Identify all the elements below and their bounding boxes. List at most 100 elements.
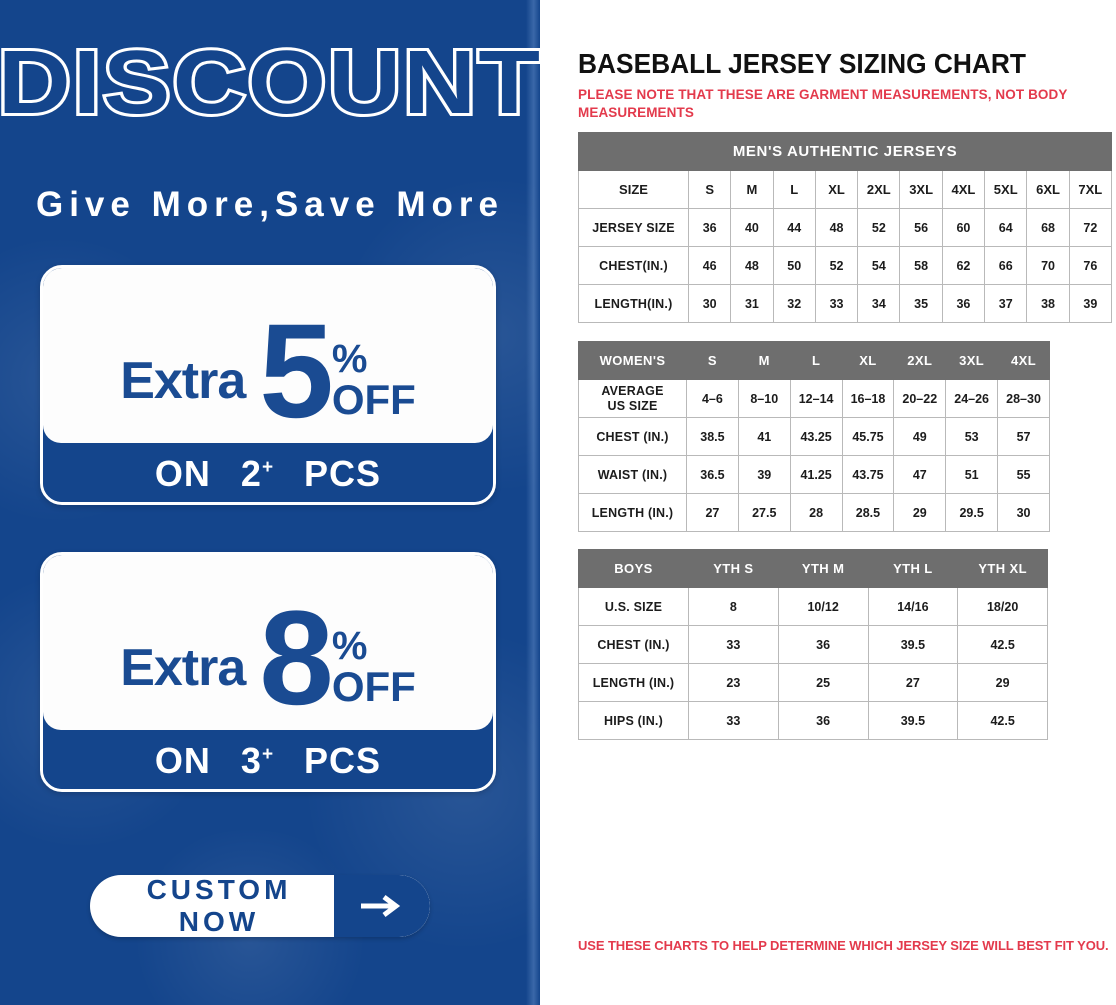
table-row: CHEST (IN.) 38.5 41 43.25 45.75 49 53 57: [578, 417, 1050, 456]
offer-extra-label: Extra: [120, 638, 246, 697]
measurement-cell: 39: [737, 455, 791, 494]
table-womens: WOMEN'S S M L XL 2XL 3XL 4XL AVERAGE US SIZE 4–6 8–…: [578, 341, 1050, 532]
measurement-cell: 68: [1026, 208, 1070, 247]
measurement-cell: 53: [945, 417, 999, 456]
column-header-size: YTH XL: [957, 549, 1048, 588]
table-row: LENGTH(IN.) 30 31 32 33 34 35 36 37 38 39: [578, 284, 1113, 323]
measurement-cell: 38: [1026, 284, 1070, 323]
measurement-cell: 29.5: [945, 493, 999, 532]
row-label: LENGTH (IN.): [578, 663, 689, 702]
offer-condition-superscript: +: [261, 457, 275, 478]
column-header-size: S: [686, 341, 739, 380]
measurement-cell: 27.5: [737, 493, 791, 532]
offer-card-body: Extra 8 % OFF: [43, 555, 493, 730]
table-row: AVERAGE US SIZE 4–6 8–10 12–14 16–18 20–22 24–2…: [578, 379, 1050, 418]
measurement-cell: 31: [730, 284, 774, 323]
discount-headline: DISCOUNT: [0, 33, 540, 133]
table-row: CHEST(IN.) 46 48 50 52 54 58 62 66 70 76: [578, 246, 1113, 285]
offer-percent-value: 5: [259, 296, 334, 446]
column-header-size: L: [772, 170, 816, 209]
measurement-cell: 49: [893, 417, 947, 456]
offer-card-body: Extra 5 % OFF: [43, 268, 493, 443]
offer-percent-symbol: %: [331, 336, 368, 381]
custom-now-button[interactable]: CUSTOM NOW: [90, 875, 430, 937]
column-header-size: YTH S: [688, 549, 779, 588]
row-label: CHEST (IN.): [578, 625, 689, 664]
column-header-size: 6XL: [1026, 170, 1070, 209]
column-header-size: 7XL: [1068, 170, 1113, 209]
measurement-cell: 36: [941, 284, 986, 323]
column-header-size: M: [737, 341, 791, 380]
row-label: JERSEY SIZE: [578, 208, 689, 247]
table-banner-row: MEN'S AUTHENTIC JERSEYS: [578, 132, 1112, 171]
measurement-cell: 56: [899, 208, 943, 247]
measurement-cell: 39.5: [867, 701, 959, 740]
measurement-cell: 18/20: [957, 587, 1048, 626]
measurement-cell: 16–18: [841, 379, 895, 418]
offer-card-8-percent[interactable]: Extra 8 % OFF ON 3+ PCS: [40, 552, 496, 792]
measurement-cell: 57: [997, 417, 1050, 456]
measurement-cell: 40: [730, 208, 774, 247]
measurement-cell: 8: [688, 587, 779, 626]
offer-percent-value: 8: [259, 583, 334, 733]
offer-percent-symbol: %: [331, 623, 368, 668]
measurement-cell: 62: [941, 246, 986, 285]
table-row: CHEST (IN.) 33 36 39.5 42.5: [578, 625, 1048, 664]
table-row: LENGTH (IN.) 27 27.5 28 28.5 29 29.5 30: [578, 493, 1050, 532]
column-header-size: XL: [841, 341, 895, 380]
column-header-size: 2XL: [857, 170, 901, 209]
column-header-size: L: [789, 341, 843, 380]
measurement-cell: 42.5: [957, 625, 1048, 664]
measurement-cell: 24–26: [945, 379, 999, 418]
row-label: LENGTH (IN.): [578, 493, 687, 532]
column-header-size: XL: [814, 170, 859, 209]
row-label: CHEST (IN.): [578, 417, 687, 456]
chart-title: BASEBALL JERSEY SIZING CHART: [578, 48, 1026, 79]
offer-condition-prefix: ON: [154, 740, 211, 781]
offer-condition-quantity: 2+: [240, 453, 275, 494]
measurement-cell: 72: [1068, 208, 1113, 247]
measurement-cell: 64: [984, 208, 1028, 247]
measurement-cell: 43.75: [841, 455, 895, 494]
row-label: LENGTH(IN.): [578, 284, 689, 323]
measurement-cell: 47: [893, 455, 947, 494]
measurement-cell: 10/12: [777, 587, 869, 626]
measurement-cell: 27: [867, 663, 959, 702]
column-header-size: M: [730, 170, 774, 209]
measurement-cell: 42.5: [957, 701, 1048, 740]
sizing-chart-panel: BASEBALL JERSEY SIZING CHART PLEASE NOTE…: [540, 0, 1116, 1005]
measurement-cell: 60: [941, 208, 986, 247]
measurement-cell: 28–30: [997, 379, 1050, 418]
table-banner: MEN'S AUTHENTIC JERSEYS: [578, 132, 1112, 171]
measurement-cell: 33: [688, 701, 779, 740]
measurement-cell: 52: [814, 246, 859, 285]
measurement-cell: 44: [772, 208, 816, 247]
column-header-label: WOMEN'S: [578, 341, 687, 380]
measurement-cell: 45.75: [841, 417, 895, 456]
measurement-cell: 43.25: [789, 417, 843, 456]
offer-condition-quantity: 3+: [240, 740, 275, 781]
chart-footer-note: USE THESE CHARTS TO HELP DETERMINE WHICH…: [578, 938, 1109, 953]
discount-promo-panel: DISCOUNT Give More,Save More Extra 5 % O…: [0, 0, 540, 1005]
column-header-size: 3XL: [945, 341, 999, 380]
offer-condition-bar: ON 2+ PCS: [43, 443, 493, 502]
offer-off-label: OFF: [331, 375, 416, 423]
measurement-cell: 20–22: [893, 379, 947, 418]
measurement-cell: 58: [899, 246, 943, 285]
measurement-cell: 29: [893, 493, 947, 532]
measurement-cell: 33: [814, 284, 859, 323]
offer-card-5-percent[interactable]: Extra 5 % OFF ON 2+ PCS: [40, 265, 496, 505]
offer-condition-prefix: ON: [154, 453, 211, 494]
measurement-cell: 46: [687, 246, 732, 285]
measurement-cell: 66: [984, 246, 1028, 285]
table-row: U.S. SIZE 8 10/12 14/16 18/20: [578, 587, 1048, 626]
measurement-cell: 36: [777, 701, 869, 740]
measurement-cell: 25: [777, 663, 869, 702]
table-row: LENGTH (IN.) 23 25 27 29: [578, 663, 1048, 702]
arrow-right-icon[interactable]: [334, 875, 430, 937]
measurement-cell: 14/16: [867, 587, 959, 626]
measurement-cell: 8–10: [737, 379, 791, 418]
offer-condition-unit: PCS: [304, 453, 382, 494]
row-label: WAIST (IN.): [578, 455, 687, 494]
